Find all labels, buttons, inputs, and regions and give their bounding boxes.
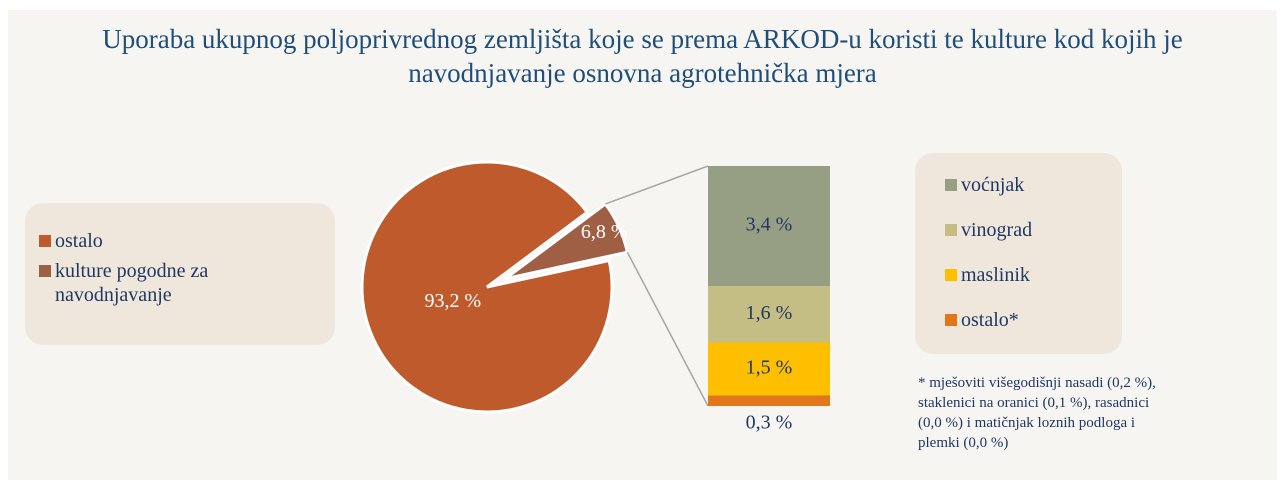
legend-label: maslinik xyxy=(961,264,1030,286)
legend-swatch xyxy=(945,224,957,236)
bar-label: 3,4 % xyxy=(746,214,793,236)
legend-label: kulture pogodne za navodnjavanje xyxy=(55,260,209,306)
note: * mješoviti višegodišnji nasadi (0,2 %),… xyxy=(918,375,1156,451)
legend-swatch xyxy=(39,235,51,247)
bar-segment xyxy=(708,342,830,396)
connector xyxy=(626,251,709,407)
legend-item: voćnjak xyxy=(945,173,1092,197)
legend-swatch xyxy=(945,314,957,326)
legend-swatch xyxy=(39,265,51,277)
pie-slice xyxy=(360,160,614,414)
legend-item: kulture pogodne za navodnjavanje xyxy=(39,259,321,307)
legend-swatch xyxy=(945,269,957,281)
connector xyxy=(605,165,709,205)
bar-label: 0,3 % xyxy=(746,412,793,434)
slice-label: 93,2 % xyxy=(425,290,482,312)
bar-label: 1,6 % xyxy=(746,302,793,324)
bar-segment xyxy=(708,286,830,343)
legend-label: ostalo* xyxy=(961,309,1019,331)
legend-label: voćnjak xyxy=(961,174,1025,196)
legend-label: ostalo xyxy=(55,230,103,252)
legend-label: vinograd xyxy=(961,219,1033,241)
legend-item: vinograd xyxy=(945,218,1092,242)
bar-label: 1,5 % xyxy=(746,357,793,379)
bar-segment xyxy=(708,166,830,286)
legend-item: maslinik xyxy=(945,263,1092,287)
legend-item: ostalo* xyxy=(945,308,1092,332)
legend: voćnjak vinograd maslinik ostalo* xyxy=(915,153,1122,354)
legend-item: ostalo xyxy=(39,229,321,253)
legend-swatch xyxy=(945,179,957,191)
legend: ostalo kulture pogodne za navodnjavanje xyxy=(25,203,335,345)
chart-title: Uporaba ukupnog poljoprivrednog zemljišt… xyxy=(102,24,1183,88)
slice-label: 6,8 % xyxy=(581,221,628,243)
bar-segment xyxy=(708,395,830,406)
